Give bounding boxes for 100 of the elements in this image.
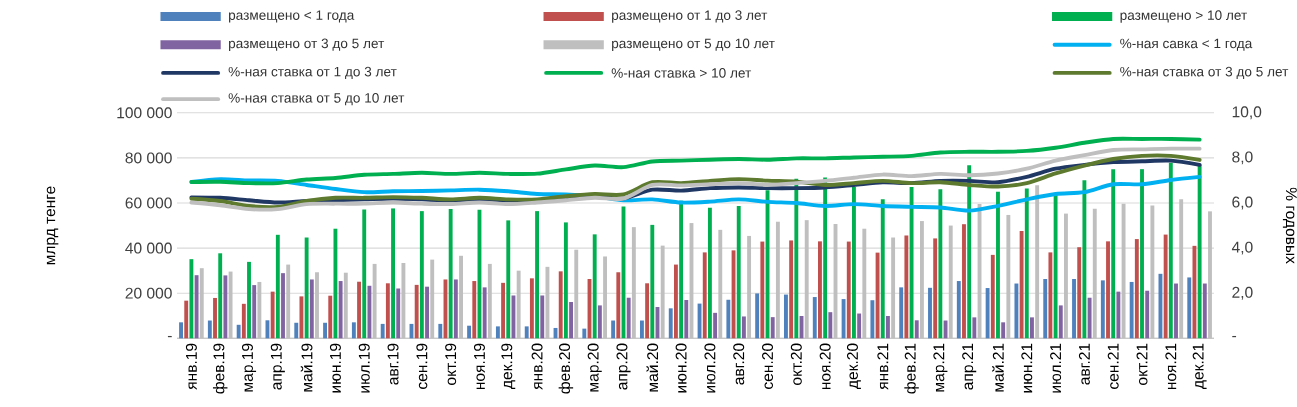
- bar: [857, 313, 862, 339]
- bar: [1030, 317, 1034, 339]
- bar: [818, 241, 822, 339]
- bar: [852, 186, 856, 339]
- x-tick-label: дек.21: [1192, 343, 1207, 389]
- x-tick-label: янв.21: [877, 343, 889, 390]
- bar: [880, 198, 885, 339]
- bar: [1116, 291, 1121, 339]
- bar: [218, 253, 223, 339]
- bar: [1187, 277, 1192, 339]
- x-tick-label: сен.19: [416, 343, 428, 389]
- bar: [1014, 283, 1019, 339]
- x-tick-label: авг.19: [387, 343, 399, 385]
- bar: [755, 293, 760, 339]
- bar: [645, 283, 650, 339]
- bar: [241, 303, 246, 339]
- bar: [713, 312, 718, 339]
- x-tick-label: мар.21: [933, 343, 948, 392]
- y2-tick-label: 10,0: [1232, 106, 1262, 120]
- legend-label: размещено от 3 до 5 лет: [229, 38, 385, 51]
- bar: [309, 279, 314, 339]
- x-tick-label: дек.19: [501, 343, 516, 389]
- bar: [333, 228, 338, 339]
- bar: [996, 191, 1000, 339]
- y-tick-label: 80 000: [125, 152, 172, 164]
- bar: [391, 208, 395, 339]
- bar: [338, 280, 343, 339]
- y2-axis-title: % годовых: [1282, 187, 1297, 264]
- bar: [179, 322, 183, 339]
- bar: [396, 288, 401, 339]
- bar: [875, 252, 880, 339]
- bar: [928, 287, 932, 339]
- x-tick-label: ноя.19: [473, 343, 485, 389]
- bar: [789, 240, 794, 339]
- bar: [281, 272, 285, 339]
- bar: [524, 326, 529, 339]
- bar: [870, 300, 875, 339]
- bar: [1140, 169, 1144, 339]
- bar: [540, 295, 545, 339]
- legend-label: %-ная ставка от 1 до 3 лет: [228, 66, 397, 79]
- x-tick-label: июн.21: [1021, 343, 1033, 393]
- x-tick-label: окт.21: [1136, 343, 1148, 385]
- bar: [414, 284, 419, 339]
- bar: [1197, 164, 1202, 339]
- x-tick-label: июл.19: [358, 343, 370, 393]
- bar: [357, 281, 361, 339]
- bar: [236, 324, 241, 339]
- bar: [438, 323, 443, 339]
- bar: [299, 296, 304, 339]
- bar: [899, 287, 904, 339]
- bar: [270, 291, 275, 339]
- bar: [1168, 162, 1173, 339]
- bar: [611, 320, 616, 339]
- x-tick-label: янв.20: [531, 343, 543, 390]
- x-tick-label: сен.20: [762, 343, 774, 389]
- bar: [1192, 245, 1197, 339]
- legend-label: %-ная савка < 1 года: [1120, 38, 1253, 51]
- bar: [1145, 290, 1150, 339]
- y2-tick-label: -: [1232, 335, 1237, 338]
- x-tick-label: окт.20: [790, 343, 802, 385]
- bar: [794, 178, 799, 339]
- y-tick-label: 100 000: [117, 107, 172, 119]
- bar: [760, 241, 765, 339]
- x-tick-label: авг.21: [1078, 343, 1090, 385]
- bar: [351, 322, 356, 339]
- bar: [1053, 194, 1058, 339]
- bar: [933, 238, 938, 339]
- y2-tick-label: 4,0: [1231, 241, 1253, 255]
- bar: [1100, 280, 1105, 339]
- y-tick-label: 40 000: [125, 242, 172, 254]
- bar: [904, 235, 909, 339]
- bar: [482, 287, 487, 339]
- bar: [1087, 297, 1092, 339]
- x-tick-label: июн.20: [675, 343, 687, 393]
- bar: [1077, 247, 1082, 339]
- bar: [650, 224, 655, 339]
- line-series: [189, 146, 1202, 212]
- x-tick-label: май.19: [300, 343, 313, 392]
- bar: [985, 287, 990, 339]
- bar: [448, 208, 453, 339]
- bar: [1024, 188, 1029, 339]
- bar: [1001, 322, 1006, 339]
- bar: [1202, 283, 1207, 339]
- x-tick-label: июн.19: [329, 343, 341, 393]
- bar: [1058, 305, 1063, 339]
- bar: [639, 320, 644, 339]
- legend-label: размещено от 5 до 10 лет: [612, 38, 775, 51]
- bar: [323, 322, 328, 339]
- bar: [784, 294, 788, 339]
- x-tick-label: авг.20: [733, 343, 745, 385]
- bar: [673, 264, 678, 339]
- x-tick-label: дек.20: [846, 343, 861, 389]
- x-tick-label: окт.19: [445, 343, 457, 385]
- bar: [626, 297, 631, 339]
- y-tick-label: -: [167, 335, 172, 338]
- bar: [380, 323, 385, 339]
- bar: [828, 312, 833, 339]
- x-tick-label: апр.19: [270, 343, 285, 390]
- bar: [909, 186, 914, 339]
- bar: [362, 209, 367, 339]
